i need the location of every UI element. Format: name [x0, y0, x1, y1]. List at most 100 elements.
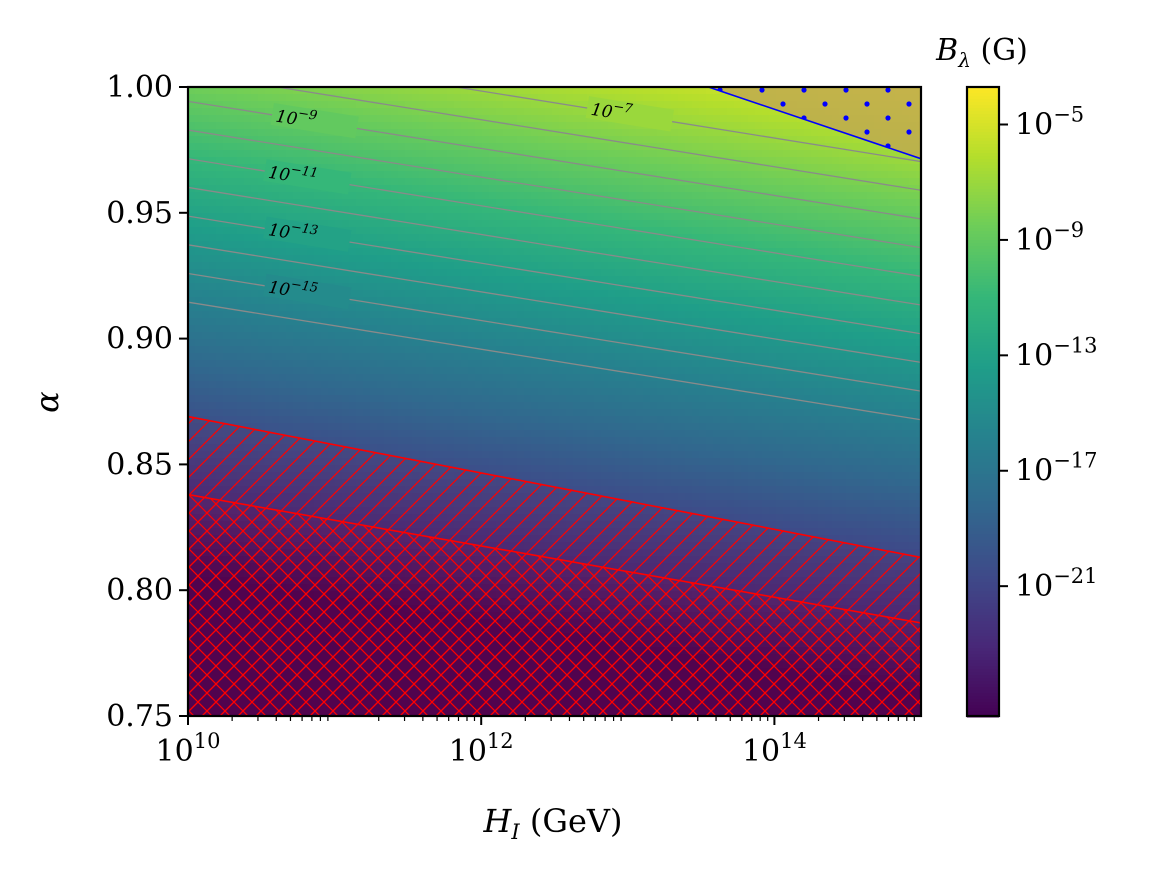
heatmap-cell	[545, 297, 553, 305]
heatmap-cell	[475, 262, 483, 270]
heatmap-cell	[447, 87, 455, 95]
heatmap-cell	[552, 269, 560, 277]
heatmap-cell	[510, 108, 518, 116]
heatmap-cell	[538, 164, 546, 172]
heatmap-cell	[545, 248, 553, 256]
heatmap-cell	[559, 157, 567, 165]
heatmap-cell	[244, 388, 252, 396]
heatmap-cell	[244, 402, 252, 410]
heatmap-cell	[447, 276, 455, 284]
heatmap-cell	[538, 395, 546, 403]
heatmap-cell	[538, 206, 546, 214]
heatmap-cell	[209, 346, 217, 354]
heatmap-cell	[440, 395, 448, 403]
heatmap-cell	[279, 318, 287, 326]
heatmap-cell	[370, 122, 378, 130]
heatmap-cell	[510, 437, 518, 445]
heatmap-cell	[545, 430, 553, 438]
heatmap-cell	[475, 381, 483, 389]
heatmap-cell	[405, 192, 413, 200]
heatmap-cell	[223, 388, 231, 396]
heatmap-cell	[377, 416, 385, 424]
heatmap-cell	[545, 325, 553, 333]
heatmap-cell	[384, 318, 392, 326]
heatmap-cell	[468, 171, 476, 179]
heatmap-cell	[433, 101, 441, 109]
heatmap-cell	[405, 122, 413, 130]
heatmap-cell	[454, 402, 462, 410]
heatmap-cell	[475, 276, 483, 284]
heatmap-cell	[482, 360, 490, 368]
heatmap-cell	[496, 255, 504, 263]
heatmap-cell	[496, 227, 504, 235]
heatmap-cell	[349, 150, 357, 158]
heatmap-cell	[531, 94, 539, 102]
heatmap-cell	[377, 297, 385, 305]
heatmap-cell	[377, 304, 385, 312]
heatmap-cell	[286, 395, 294, 403]
heatmap-cell	[405, 220, 413, 228]
heatmap-cell	[349, 136, 357, 144]
heatmap-cell	[398, 164, 406, 172]
heatmap-cell	[426, 318, 434, 326]
heatmap-cell	[342, 388, 350, 396]
heatmap-cell	[314, 101, 322, 109]
heatmap-cell	[335, 395, 343, 403]
heatmap-cell	[237, 297, 245, 305]
heatmap-cell	[356, 150, 364, 158]
heatmap-cell	[202, 192, 210, 200]
heatmap-cell	[412, 199, 420, 207]
heatmap-cell	[237, 220, 245, 228]
heatmap-cell	[356, 178, 364, 186]
heatmap-cell	[440, 332, 448, 340]
heatmap-cell	[209, 143, 217, 151]
heatmap-cell	[419, 276, 427, 284]
heatmap-cell	[223, 94, 231, 102]
heatmap-cell	[545, 143, 553, 151]
heatmap-cell	[552, 227, 560, 235]
heatmap-cell	[510, 115, 518, 123]
heatmap-cell	[244, 213, 252, 221]
heatmap-cell	[293, 255, 301, 263]
heatmap-cell	[356, 430, 364, 438]
heatmap-cell	[202, 269, 210, 277]
heatmap-cell	[566, 87, 574, 95]
heatmap-cell	[475, 164, 483, 172]
heatmap-cell	[237, 402, 245, 410]
heatmap-cell	[538, 255, 546, 263]
heatmap-cell	[223, 143, 231, 151]
heatmap-cell	[244, 381, 252, 389]
heatmap-cell	[440, 444, 448, 452]
heatmap-cell	[405, 136, 413, 144]
heatmap-cell	[475, 395, 483, 403]
heatmap-cell	[349, 367, 357, 375]
heatmap-cell	[342, 346, 350, 354]
heatmap-cell	[510, 276, 518, 284]
heatmap-cell	[314, 157, 322, 165]
heatmap-cell	[258, 143, 266, 151]
heatmap-cell	[237, 150, 245, 158]
heatmap-cell	[482, 157, 490, 165]
heatmap-cell	[559, 241, 567, 249]
heatmap-cell	[566, 136, 574, 144]
heatmap-cell	[503, 101, 511, 109]
heatmap-cell	[244, 192, 252, 200]
heatmap-cell	[545, 381, 553, 389]
heatmap-cell	[230, 206, 238, 214]
heatmap-cell	[195, 178, 203, 186]
heatmap-cell	[426, 241, 434, 249]
heatmap-cell	[293, 241, 301, 249]
heatmap-cell	[489, 262, 497, 270]
heatmap-cell	[195, 304, 203, 312]
heatmap-cell	[440, 199, 448, 207]
heatmap-cell	[510, 381, 518, 389]
heatmap-cell	[328, 395, 336, 403]
heatmap-cell	[496, 332, 504, 340]
heatmap-cell	[496, 437, 504, 445]
heatmap-cell	[496, 395, 504, 403]
heatmap-cell	[349, 94, 357, 102]
heatmap-cell	[377, 101, 385, 109]
heatmap-cell	[251, 297, 259, 305]
heatmap-cell	[566, 283, 574, 291]
heatmap-cell	[412, 409, 420, 417]
